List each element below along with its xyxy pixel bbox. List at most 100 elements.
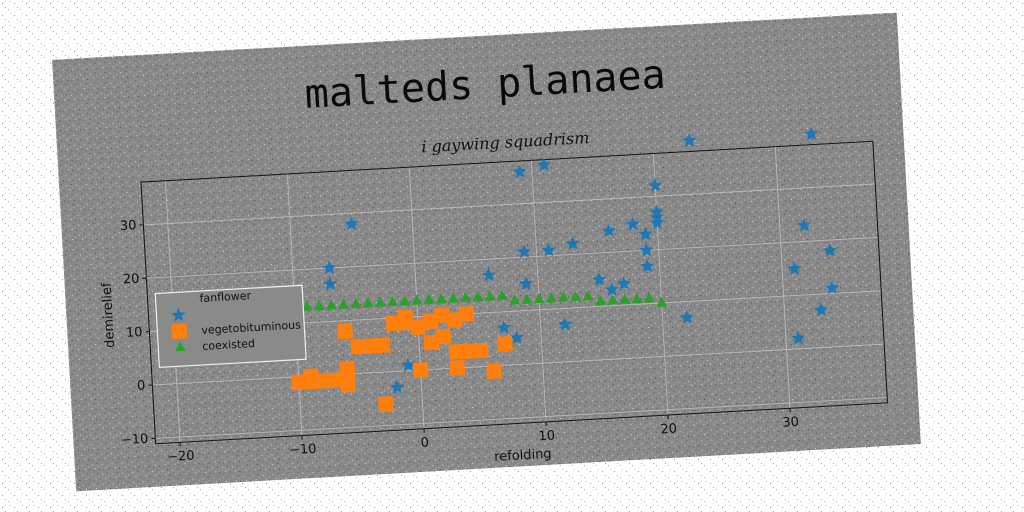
x-tick-label: 0 bbox=[420, 435, 429, 450]
data-point bbox=[656, 296, 668, 308]
x-tick-label: 10 bbox=[538, 428, 555, 444]
data-point bbox=[337, 323, 354, 340]
figure-background bbox=[52, 12, 921, 492]
data-point bbox=[472, 291, 484, 302]
data-point bbox=[350, 298, 362, 309]
legend-label: coexisted bbox=[202, 337, 255, 353]
data-point bbox=[536, 157, 551, 172]
data-point bbox=[448, 344, 465, 360]
data-point bbox=[338, 298, 350, 309]
legend-label: fanflower bbox=[199, 289, 252, 305]
data-point bbox=[496, 320, 511, 335]
data-point bbox=[619, 293, 631, 304]
grid-line-y bbox=[155, 397, 888, 439]
data-point bbox=[518, 276, 533, 291]
data-point bbox=[362, 338, 379, 354]
grid-line-x bbox=[530, 160, 547, 422]
data-point bbox=[496, 335, 513, 352]
data-point bbox=[640, 258, 655, 273]
grid-line-y bbox=[152, 343, 885, 386]
data-point bbox=[813, 302, 829, 317]
data-point bbox=[521, 293, 533, 305]
data-point bbox=[411, 294, 423, 305]
data-point bbox=[374, 296, 386, 307]
data-point bbox=[399, 295, 411, 306]
plot-frame bbox=[140, 140, 889, 445]
y-axis-label: demirelief bbox=[100, 282, 119, 349]
data-point bbox=[604, 282, 620, 296]
y-tick-label: 10 bbox=[125, 325, 142, 341]
data-point bbox=[804, 126, 819, 141]
data-point bbox=[374, 337, 391, 354]
data-point bbox=[787, 261, 802, 276]
grid-line-y bbox=[146, 236, 879, 279]
data-point bbox=[291, 374, 307, 391]
data-point bbox=[397, 314, 414, 331]
data-point bbox=[481, 267, 496, 282]
data-marks bbox=[289, 126, 840, 412]
data-point bbox=[434, 307, 451, 324]
data-point bbox=[512, 164, 527, 179]
data-point bbox=[460, 343, 477, 360]
data-point bbox=[350, 338, 367, 355]
data-point bbox=[389, 379, 405, 394]
x-tick-label: −20 bbox=[167, 449, 195, 466]
data-point bbox=[822, 243, 838, 258]
data-point bbox=[582, 290, 594, 301]
grid-line-y bbox=[143, 183, 876, 226]
data-point bbox=[339, 360, 356, 377]
figure: malteds planaea i gaywing squadrism −20−… bbox=[52, 12, 921, 492]
data-point bbox=[557, 316, 572, 331]
grid-line-x bbox=[774, 146, 791, 409]
data-point bbox=[303, 368, 319, 385]
y-tick-label: 20 bbox=[122, 272, 139, 288]
series-1 bbox=[322, 126, 840, 394]
data-point bbox=[595, 295, 607, 306]
legend-marker bbox=[171, 307, 186, 322]
x-axis-label: refolding bbox=[494, 447, 552, 465]
legend-label: vegetobituminous bbox=[201, 318, 301, 337]
data-point bbox=[682, 133, 697, 148]
data-point bbox=[362, 297, 374, 308]
data-point bbox=[472, 342, 489, 359]
x-tick-label: 30 bbox=[782, 415, 799, 431]
data-point bbox=[326, 299, 338, 310]
data-point bbox=[344, 216, 359, 231]
data-point bbox=[649, 215, 665, 230]
data-point bbox=[435, 328, 452, 345]
data-point bbox=[423, 293, 435, 305]
y-tick-label: 30 bbox=[119, 218, 136, 234]
data-point bbox=[448, 292, 460, 303]
data-point bbox=[315, 372, 332, 389]
data-point bbox=[541, 242, 556, 257]
series-3 bbox=[289, 289, 668, 312]
data-point bbox=[509, 330, 524, 345]
data-point bbox=[647, 178, 663, 192]
data-point bbox=[327, 372, 344, 389]
data-point bbox=[412, 362, 429, 378]
y-tick-label: −10 bbox=[121, 432, 149, 449]
data-point bbox=[410, 319, 427, 336]
data-point bbox=[639, 242, 654, 257]
data-point bbox=[570, 291, 582, 302]
data-point bbox=[625, 216, 640, 231]
data-point bbox=[446, 311, 463, 328]
x-axis-ticks: −20 −10 0 10 20 30 bbox=[167, 408, 799, 466]
data-point bbox=[591, 272, 607, 286]
series-2 bbox=[291, 305, 513, 412]
data-point bbox=[824, 280, 840, 295]
data-point bbox=[423, 334, 440, 351]
data-point bbox=[486, 363, 503, 380]
y-axis-ticks: −10 0 10 20 30 bbox=[119, 218, 156, 449]
legend-marker bbox=[175, 341, 186, 352]
data-point bbox=[607, 294, 619, 305]
data-point bbox=[400, 357, 416, 372]
x-tick-label: −10 bbox=[289, 442, 317, 459]
data-point bbox=[546, 292, 558, 303]
data-point bbox=[435, 293, 447, 304]
data-point bbox=[422, 313, 439, 330]
data-point bbox=[796, 217, 812, 232]
